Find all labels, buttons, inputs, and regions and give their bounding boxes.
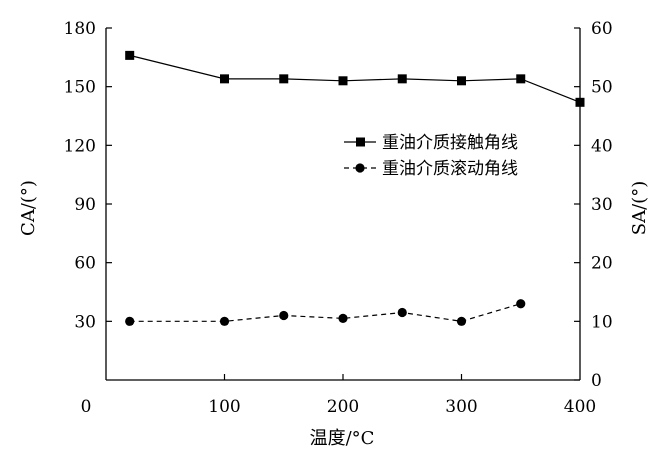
series-1-point [516, 74, 526, 84]
y-left-tick-label: 180 [64, 19, 96, 39]
series-2-point [125, 316, 135, 326]
series-2-point [279, 310, 289, 321]
y-right-tick-label: 10 [591, 312, 613, 332]
series-1-point [338, 76, 348, 86]
legend-marker-2 [355, 163, 365, 173]
y-right-tick-label: 50 [591, 78, 613, 98]
y-right-tick-label: 0 [591, 371, 602, 391]
x-tick-label: 400 [564, 397, 596, 417]
series-2-point [219, 316, 230, 326]
legend-label-2: 重油介质滚动角线 [382, 159, 518, 179]
series-2-point [456, 316, 467, 326]
x-tick-label: 300 [445, 397, 477, 417]
y-axis-left-label: CA/(°) [18, 180, 39, 236]
series-1-point [457, 76, 466, 86]
series-1-point [125, 50, 135, 60]
x-axis-label: 温度/°C [310, 428, 375, 449]
y-right-tick-label: 60 [591, 19, 613, 39]
y-left-tick-label: 60 [74, 254, 96, 274]
x-tick-label: 200 [327, 397, 359, 417]
series-1-point [279, 74, 289, 84]
series-1-point [575, 97, 585, 107]
y-right-tick-label: 20 [591, 254, 613, 274]
x-tick-label: 100 [208, 397, 240, 417]
series-2-point [516, 299, 526, 309]
chart-series [125, 50, 585, 326]
y-left-tick-label: 150 [64, 78, 96, 98]
y-left-tick-label: 120 [64, 136, 96, 156]
y-axis-right-label: SA/(°) [629, 181, 650, 235]
legend-marker-1 [356, 137, 365, 147]
y-left-tick-label: 90 [74, 195, 96, 215]
series-1-point [220, 74, 229, 84]
series-2-point [338, 313, 348, 323]
chart-ticks: 0 100 200 300 400 30 60 90 120 150 180 0 10 20 30 40 50 6… [64, 19, 613, 417]
y-right-tick-label: 30 [591, 195, 613, 215]
y-left-tick-label: 30 [74, 312, 96, 332]
series-1-line [129, 54, 581, 103]
y-right-tick-label: 40 [591, 136, 613, 156]
series-2-point [397, 307, 407, 318]
legend-label-1: 重油介质接触角线 [382, 133, 518, 153]
series-1-point [397, 74, 407, 84]
x-tick-label: 0 [81, 397, 92, 417]
